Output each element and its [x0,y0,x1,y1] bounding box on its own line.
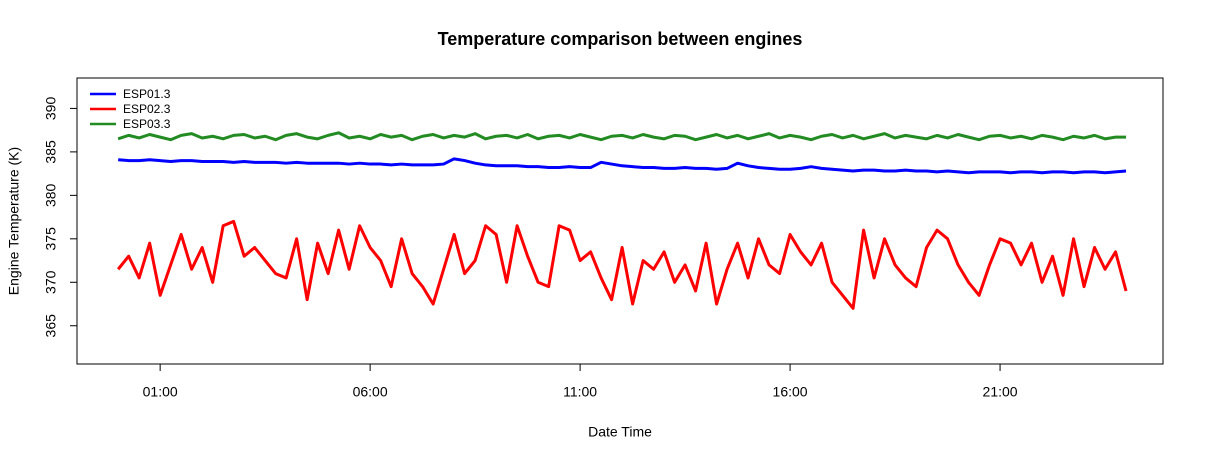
series-line [117,131,1127,142]
y-tick-label: 390 [43,97,59,121]
y-tick-label: 365 [43,314,59,338]
y-tick-label: 385 [43,140,59,164]
x-tick-label: 01:00 [143,384,178,400]
plot-frame [76,77,1164,365]
series-line [118,157,1127,175]
legend-label: ESP01.3 [123,87,171,101]
y-tick-label: 380 [43,183,59,207]
y-tick-label: 370 [43,270,59,294]
x-tick-label: 16:00 [773,384,808,400]
chart-title: Temperature comparison between engines [438,29,803,49]
legend-label: ESP03.3 [123,117,171,131]
x-tick-label: 06:00 [353,384,388,400]
y-axis-label: Engine Temperature (K) [6,147,22,295]
x-tick-label: 11:00 [563,384,597,400]
y-tick-label: 375 [43,227,59,251]
x-tick-label: 21:00 [983,384,1018,400]
series-line [116,219,1128,310]
x-axis-label: Date Time [588,424,652,440]
legend-label: ESP02.3 [123,102,171,116]
